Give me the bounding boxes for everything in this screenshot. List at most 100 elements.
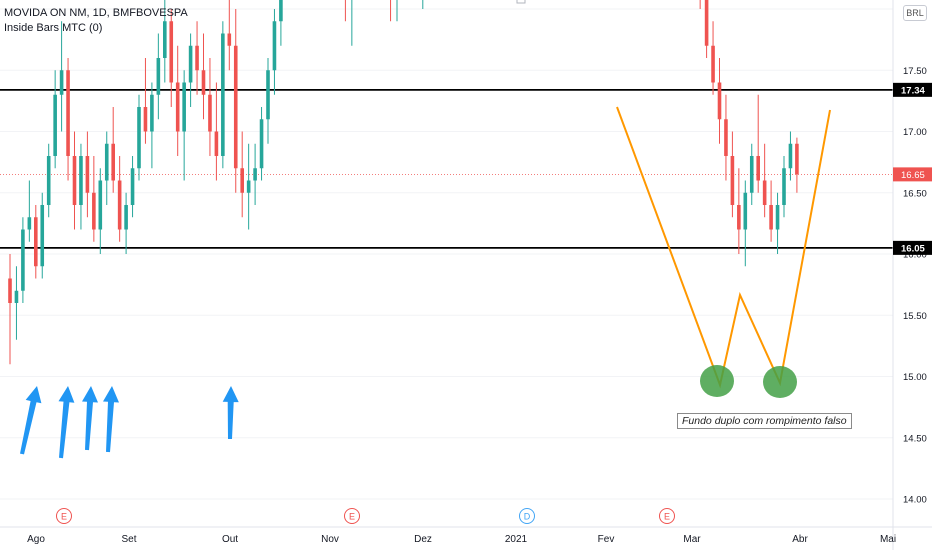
candle-body[interactable] — [150, 94, 154, 132]
chart-legend: MOVIDA ON NM, 1D, BMFBOVESPA Inside Bars… — [4, 6, 188, 36]
level-price-label: 17.34 — [901, 85, 925, 96]
candle-body[interactable] — [730, 156, 735, 205]
candle-body[interactable] — [143, 107, 148, 132]
time-tick-label: Abr — [792, 534, 808, 545]
candle-body[interactable] — [782, 168, 786, 205]
horizontal-levels — [0, 88, 893, 249]
candle-body[interactable] — [79, 156, 83, 205]
price-tick-label: 17.00 — [903, 127, 927, 138]
candle-body[interactable] — [40, 205, 45, 267]
arrow-up-icon[interactable] — [103, 386, 119, 453]
candle-body[interactable] — [208, 94, 212, 132]
candle-body[interactable] — [266, 70, 270, 120]
projection-path[interactable] — [616, 106, 831, 389]
candle-body[interactable] — [743, 192, 748, 230]
price-tick-label: 14.50 — [903, 433, 927, 444]
candle-body[interactable] — [737, 205, 741, 230]
currency-button[interactable]: BRL — [903, 5, 927, 21]
grid — [0, 8, 893, 500]
candle-body[interactable] — [182, 82, 186, 132]
candle-body[interactable] — [59, 70, 64, 95]
candle-body[interactable] — [259, 119, 264, 169]
candle-body[interactable] — [711, 45, 715, 83]
arrow-up-icon[interactable] — [58, 386, 75, 459]
price-tick-label: 17.50 — [903, 66, 927, 77]
event-marker-label: E — [664, 512, 670, 522]
candle-body[interactable] — [66, 70, 70, 156]
event-marker-label: E — [61, 512, 67, 522]
drawings — [20, 106, 831, 459]
candle-body[interactable] — [272, 21, 277, 71]
candle-body[interactable] — [156, 58, 161, 95]
candle-body[interactable] — [221, 33, 225, 157]
candle-body[interactable] — [124, 205, 128, 230]
candle-body[interactable] — [749, 156, 754, 193]
candle-body[interactable] — [246, 180, 251, 193]
event-markers: E E ED — [56, 508, 675, 524]
candle-body[interactable] — [21, 229, 25, 291]
double-bottom-circle[interactable] — [700, 365, 734, 397]
candle-body[interactable] — [163, 21, 167, 58]
candle-body[interactable] — [775, 205, 780, 230]
level-price-tag — [893, 240, 932, 255]
candle-body[interactable] — [279, 0, 283, 22]
candle-body[interactable] — [175, 82, 180, 132]
candle-body[interactable] — [46, 156, 51, 205]
arrow-up-icon[interactable] — [82, 386, 98, 451]
candlestick-series — [8, 0, 799, 365]
candle-body[interactable] — [240, 168, 244, 193]
candle-body[interactable] — [92, 192, 96, 230]
candle-body[interactable] — [8, 278, 12, 304]
candle-body[interactable] — [104, 143, 109, 181]
candle-body[interactable] — [98, 180, 103, 230]
candle-body[interactable] — [137, 107, 141, 169]
double-bottom-circle[interactable] — [763, 366, 797, 398]
time-tick-label: Nov — [321, 534, 339, 545]
candle-body[interactable] — [795, 143, 799, 175]
candle-body[interactable] — [130, 168, 135, 205]
candle-body[interactable] — [14, 290, 19, 303]
candle-body[interactable] — [704, 0, 709, 46]
arrow-up-icon[interactable] — [20, 386, 42, 455]
candle-body[interactable] — [34, 217, 38, 267]
candle-body[interactable] — [214, 131, 219, 157]
event-marker-label: D — [524, 512, 531, 522]
candle-body[interactable] — [53, 94, 57, 156]
candle-body[interactable] — [253, 168, 257, 181]
symbol-title: MOVIDA ON NM, 1D, BMFBOVESPA — [4, 7, 188, 19]
dividend-marker[interactable] — [519, 508, 535, 524]
last-price-tag — [893, 167, 932, 182]
event-marker-label: E — [349, 512, 355, 522]
candle-body[interactable] — [233, 45, 238, 169]
candle-body[interactable] — [788, 143, 793, 169]
candle-body[interactable] — [169, 21, 174, 83]
price-tick-label: 16.50 — [903, 188, 927, 199]
top-handle-icon — [516, 0, 526, 4]
candle-body[interactable] — [762, 180, 767, 206]
candle-body[interactable] — [195, 45, 199, 71]
indicator-label: Inside Bars MTC (0) — [4, 22, 103, 34]
pattern-annotation[interactable]: Fundo duplo com rompimento falso — [677, 413, 852, 429]
earnings-marker[interactable] — [56, 508, 72, 524]
time-tick-label: Set — [121, 534, 136, 545]
candle-body[interactable] — [724, 119, 728, 156]
last-price-label: 16.65 — [901, 170, 925, 181]
candle-body[interactable] — [188, 45, 193, 83]
candle-body[interactable] — [111, 143, 115, 181]
candle-body[interactable] — [717, 82, 722, 120]
earnings-marker[interactable] — [659, 508, 675, 524]
time-tick-label: Ago — [27, 534, 45, 545]
candle-body[interactable] — [756, 156, 760, 181]
candle-body[interactable] — [769, 205, 773, 230]
candle-body[interactable] — [117, 180, 122, 230]
candle-body[interactable] — [227, 33, 232, 46]
earnings-marker[interactable] — [344, 508, 360, 524]
candle-body[interactable] — [72, 156, 77, 205]
candle-body[interactable] — [85, 156, 90, 193]
candle-body[interactable] — [27, 217, 32, 230]
candle-body[interactable] — [201, 70, 206, 95]
time-tick-label: Mai — [880, 534, 896, 545]
arrow-up-icon[interactable] — [222, 386, 239, 439]
